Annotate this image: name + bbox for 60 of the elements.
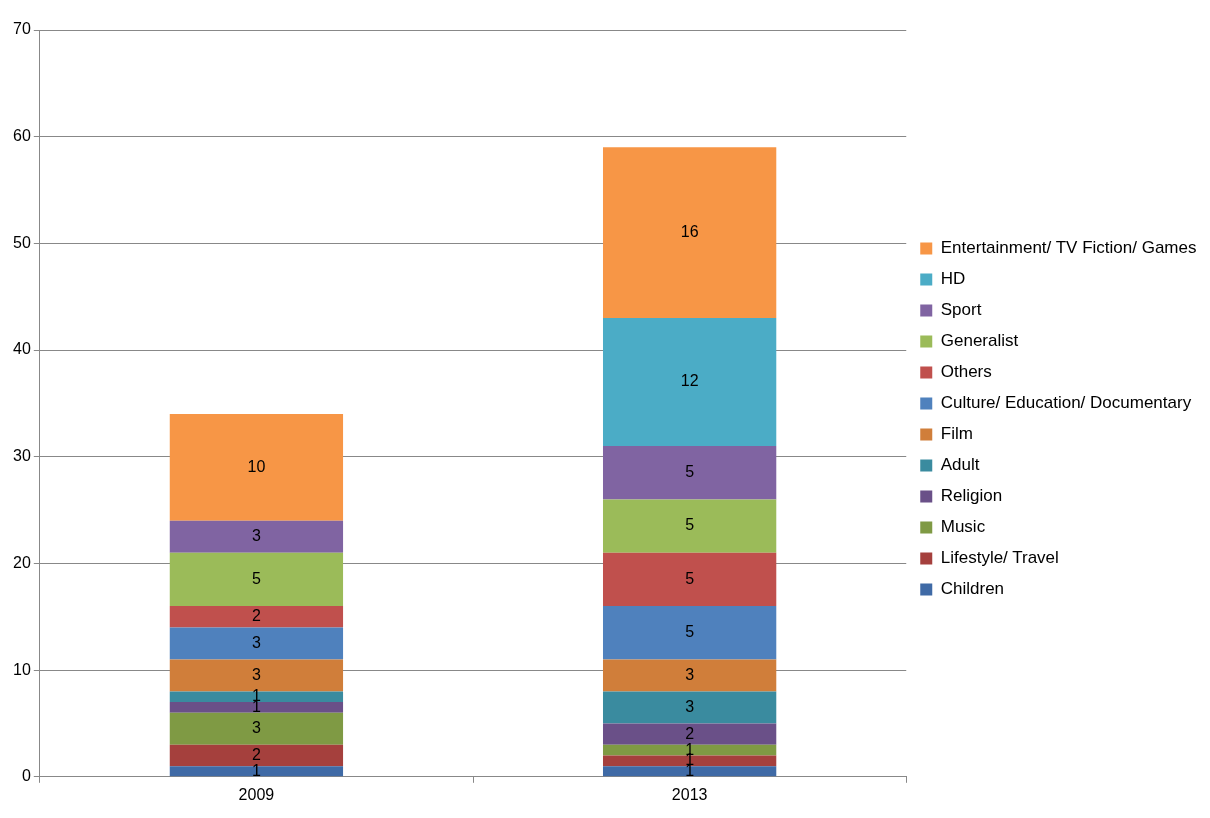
bar <box>602 446 777 500</box>
bar <box>602 318 777 447</box>
x-tick-label: 2013 <box>671 785 708 803</box>
data-label: 5 <box>685 463 695 481</box>
legend-label: Entertainment/ TV Fiction/ Games <box>940 238 1197 258</box>
bar <box>169 702 344 713</box>
legend-label: Adult <box>940 455 980 475</box>
bar <box>602 691 777 724</box>
bar <box>169 606 344 628</box>
bar <box>169 766 344 777</box>
data-label: 5 <box>685 623 695 641</box>
data-label: 3 <box>251 527 261 545</box>
y-tick-label: 60 <box>13 127 31 145</box>
legend-label: Lifestyle/ Travel <box>940 548 1059 568</box>
legend-label: Film <box>940 424 973 444</box>
y-tick-label: 70 <box>13 20 31 38</box>
bar <box>169 520 344 553</box>
data-label: 5 <box>685 569 695 587</box>
legend-label: Others <box>940 362 992 382</box>
bar <box>169 712 344 745</box>
bar <box>169 691 344 703</box>
y-tick-label: 10 <box>13 660 31 678</box>
data-label: 2 <box>251 745 261 763</box>
legend-label: Culture/ Education/ Documentary <box>940 393 1192 413</box>
bar <box>602 755 777 767</box>
legend-label: Religion <box>940 486 1003 506</box>
data-label: 1 <box>251 761 261 779</box>
legend-label: Children <box>940 579 1005 599</box>
bar <box>602 659 777 692</box>
data-label: 12 <box>680 372 699 390</box>
y-tick-label: 50 <box>13 233 31 251</box>
y-tick-label: 30 <box>13 447 31 465</box>
bar <box>602 766 777 777</box>
data-label: 3 <box>685 697 695 715</box>
bar <box>602 723 777 745</box>
y-tick-label: 40 <box>13 340 31 358</box>
bar <box>602 147 777 319</box>
x-tick-label: 2009 <box>238 785 275 803</box>
data-label: 5 <box>685 516 695 534</box>
data-label: 5 <box>251 569 261 587</box>
legend-label: Music <box>940 517 986 537</box>
data-label: 10 <box>247 457 266 475</box>
bar <box>602 552 777 607</box>
data-label: 2 <box>251 607 261 625</box>
legend-label: Generalist <box>940 331 1019 351</box>
data-label: 16 <box>680 223 699 241</box>
data-label: 2 <box>685 724 695 742</box>
y-tick-label: 0 <box>21 767 31 785</box>
bar <box>169 627 344 660</box>
data-label: 3 <box>251 719 261 737</box>
data-label: 3 <box>251 633 261 651</box>
legend-label: HD <box>940 269 966 289</box>
legend-label: Sport <box>940 300 982 320</box>
bar <box>602 499 777 553</box>
data-label: 3 <box>685 665 695 683</box>
bar <box>169 414 344 521</box>
bar <box>169 552 344 607</box>
bar <box>602 606 777 660</box>
data-label: 3 <box>251 665 261 683</box>
y-tick-label: 20 <box>13 553 31 571</box>
